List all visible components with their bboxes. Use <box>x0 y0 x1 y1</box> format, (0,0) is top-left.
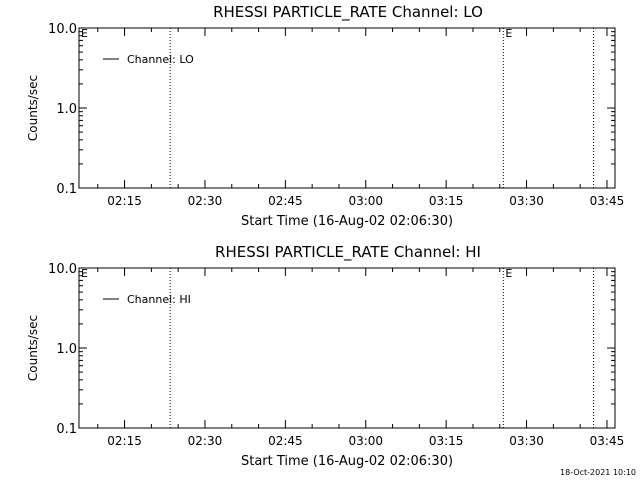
y-tick-label: 0.1 <box>56 422 77 437</box>
event-marker-label: E <box>505 267 512 280</box>
x-tick-label: 02:30 <box>188 194 223 208</box>
x-tick-label: 02:15 <box>107 194 142 208</box>
x-tick-label: 02:30 <box>188 434 223 448</box>
y-axis-label: Counts/sec <box>26 75 40 141</box>
tick-layer: 02:15 02:30 02:45 03:00 03:15 03:30 03:45 0.1 1.… <box>48 22 624 208</box>
y-tick-label: 1.0 <box>56 102 77 117</box>
footer-timestamp: 18-Oct-2021 10:10 <box>560 468 636 477</box>
x-tick-label: 03:30 <box>509 434 544 448</box>
x-axis-label: Start Time (16-Aug-02 02:06:30) <box>241 454 453 469</box>
legend-entry: Channel: HI <box>127 293 191 306</box>
y-tick-label: 0.1 <box>56 182 77 197</box>
legend-entry: Channel: LO <box>127 53 194 66</box>
chart-title: RHESSI PARTICLE_RATE Channel: HI <box>215 243 481 262</box>
x-tick-label: 03:15 <box>429 194 464 208</box>
chart-panel-hi: RHESSI PARTICLE_RATE Channel: HI Counts/… <box>26 243 624 469</box>
x-tick-label: 02:45 <box>268 194 303 208</box>
event-marker-label: E <box>505 27 512 40</box>
corner-label: E <box>81 27 88 40</box>
x-tick-label: 03:45 <box>590 194 625 208</box>
x-tick-label: 03:45 <box>590 434 625 448</box>
plot-area <box>78 27 616 189</box>
y-tick-label: 10.0 <box>48 262 77 277</box>
y-axis-label: Counts/sec <box>26 315 40 381</box>
x-tick-label: 02:15 <box>107 434 142 448</box>
x-tick-label: 02:45 <box>268 434 303 448</box>
chart-panel-lo: RHESSI PARTICLE_RATE Channel: LO Counts/… <box>26 3 624 229</box>
plot-area <box>78 267 616 429</box>
corner-label: E <box>81 267 88 280</box>
y-tick-label: 1.0 <box>56 342 77 357</box>
x-tick-label: 03:30 <box>509 194 544 208</box>
y-tick-label: 10.0 <box>48 22 77 37</box>
tick-layer: 02:15 02:30 02:45 03:00 03:15 03:30 03:45 0.1 1.… <box>48 262 624 448</box>
x-tick-label: 03:00 <box>348 434 383 448</box>
x-axis-label: Start Time (16-Aug-02 02:06:30) <box>241 214 453 229</box>
x-tick-label: 03:00 <box>348 194 383 208</box>
chart-title: RHESSI PARTICLE_RATE Channel: LO <box>213 3 483 22</box>
x-tick-label: 03:15 <box>429 434 464 448</box>
